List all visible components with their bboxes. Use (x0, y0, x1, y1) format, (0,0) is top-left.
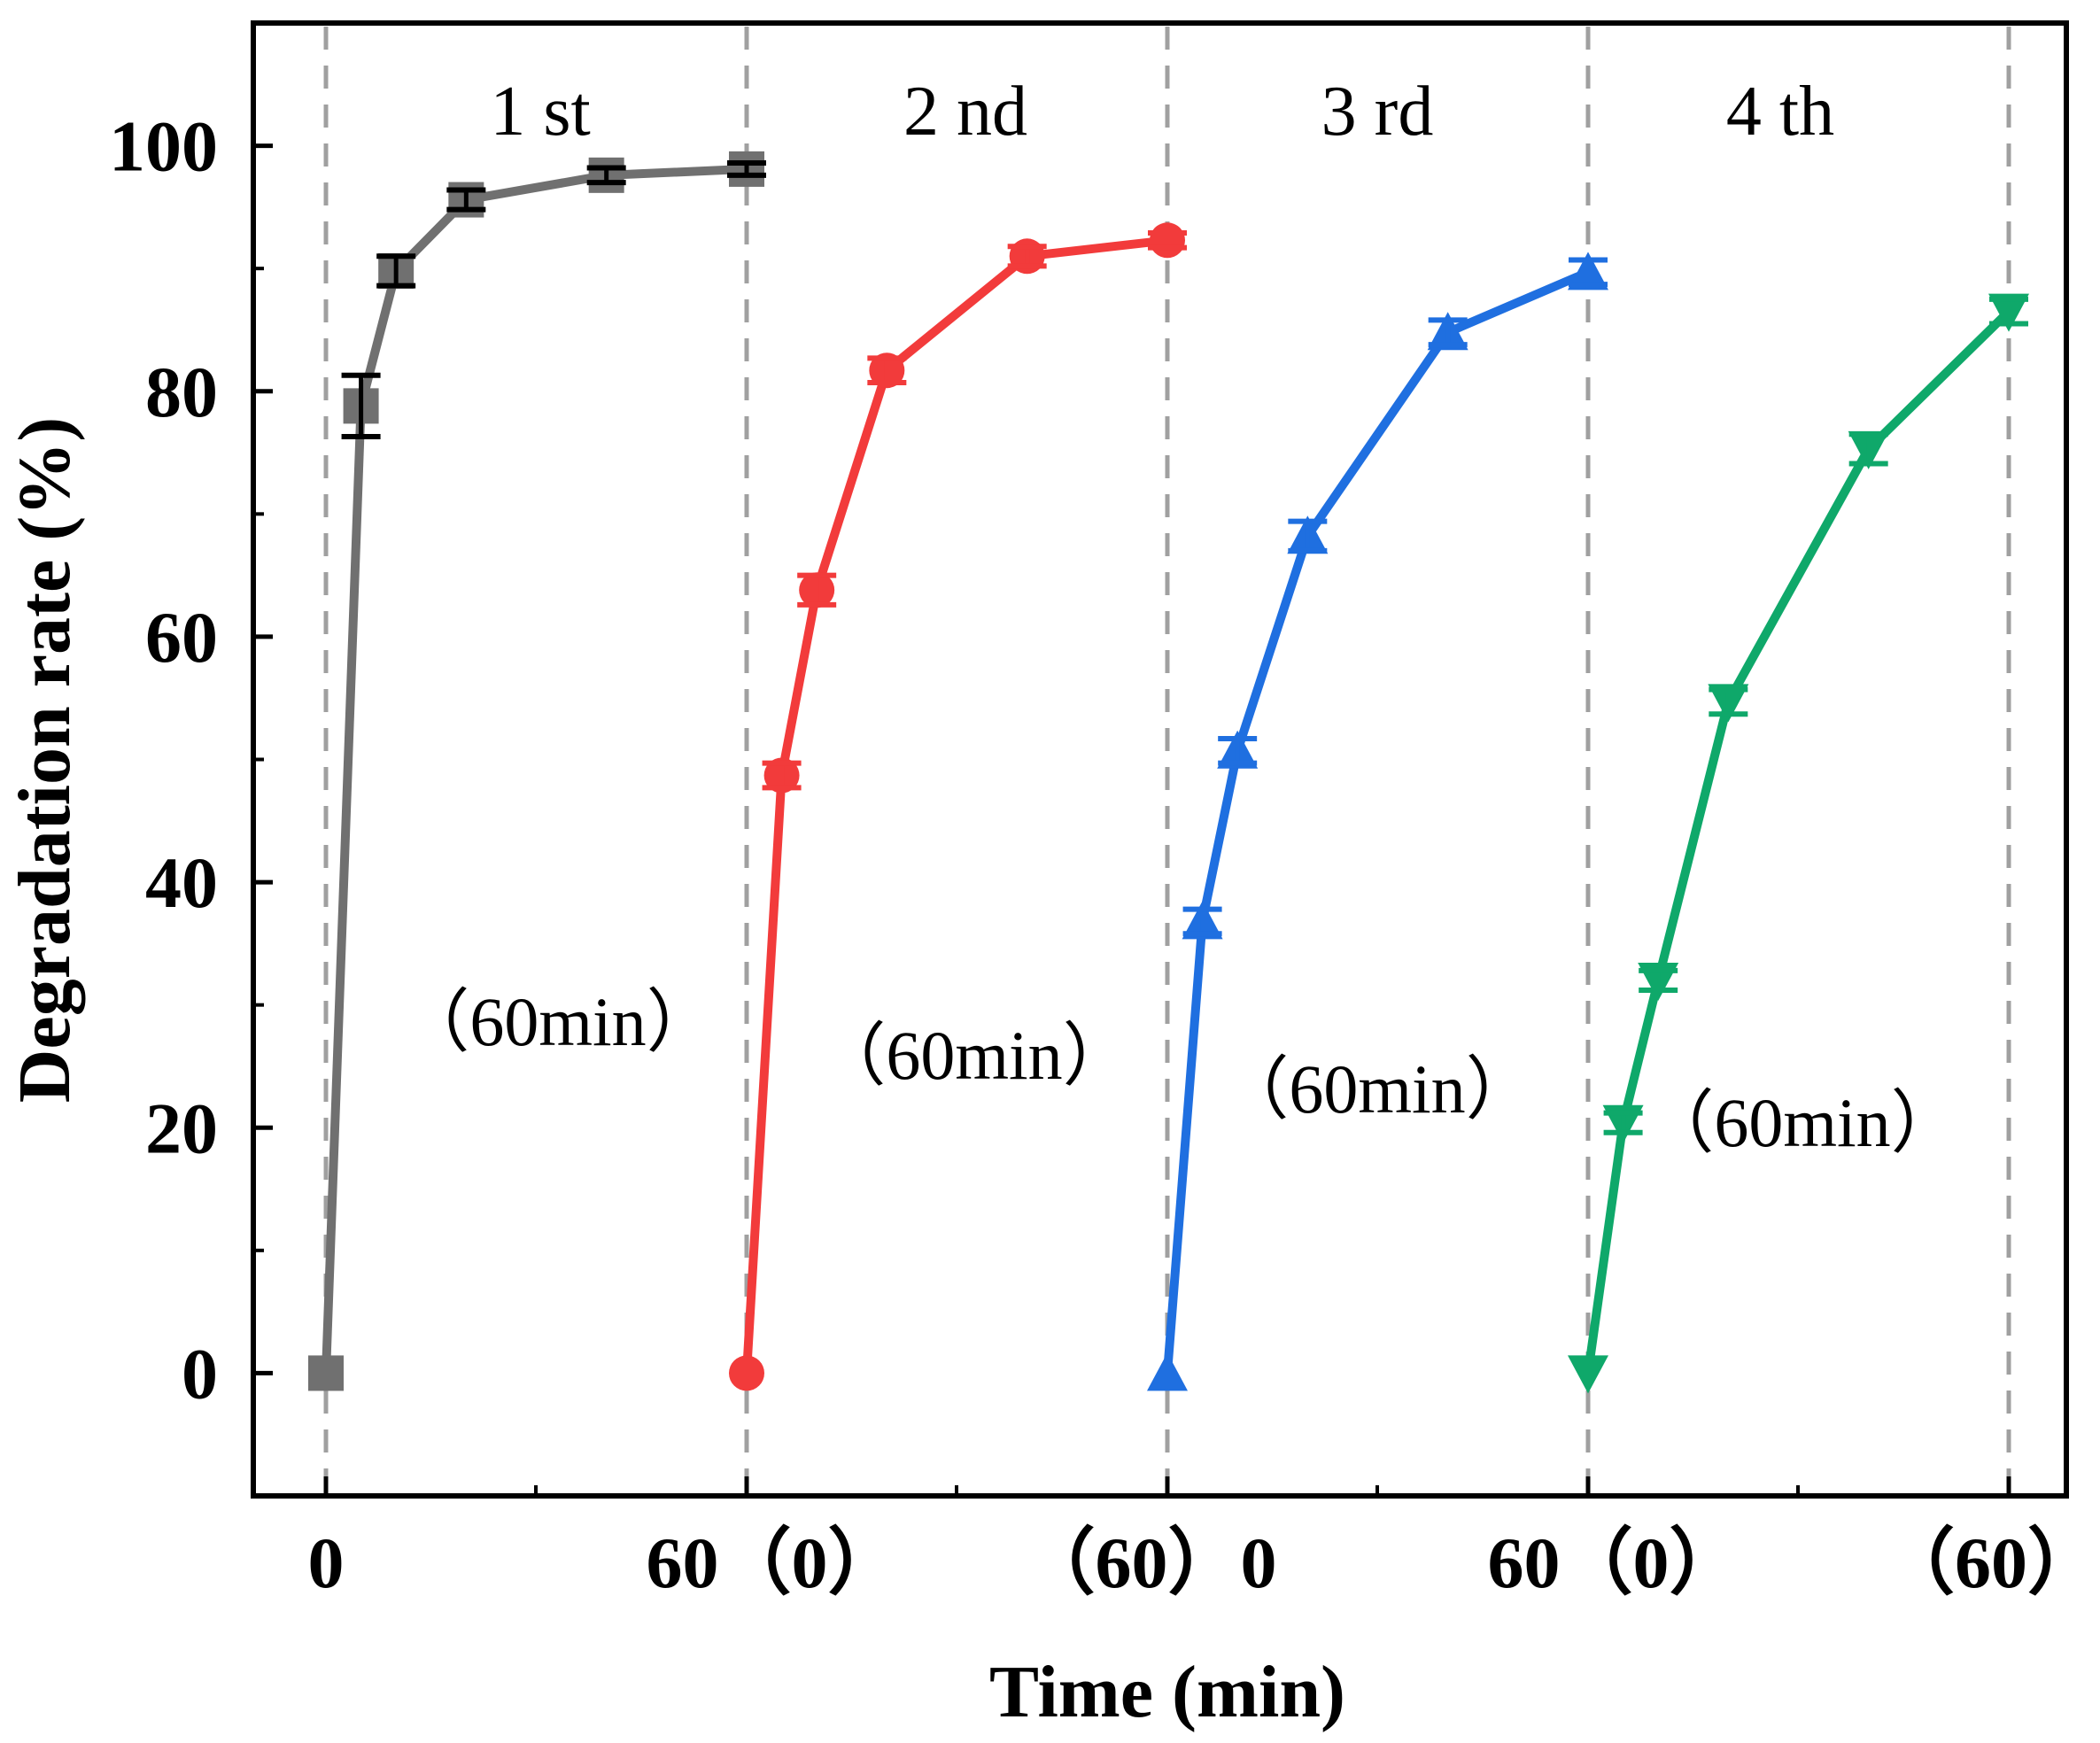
cycle-labels: 1 st 2 nd 3 rd 4 th (490, 73, 1834, 151)
data-point (1708, 684, 1749, 723)
data-point (376, 252, 416, 289)
duration-label-4: （60min） (1645, 1084, 1959, 1161)
series-line (1584, 306, 2013, 1378)
y-tick-label: 20 (145, 1088, 218, 1168)
x-tick-label: 60（0） (1487, 1522, 1741, 1603)
data-point (1147, 1352, 1188, 1391)
data-point (1568, 1355, 1608, 1394)
data-point (729, 1355, 764, 1391)
series-1 (308, 151, 766, 1391)
y-tick-label: 80 (145, 352, 218, 432)
x-tick-label: 0 (308, 1522, 345, 1603)
data-point-marker (729, 1355, 764, 1391)
duration-label-2: （60min） (817, 1017, 1131, 1094)
data-point (1848, 430, 1889, 469)
duration-label-1: （60min） (400, 983, 715, 1060)
data-point (1217, 730, 1259, 769)
y-tick-label: 0 (182, 1333, 218, 1414)
data-point (1287, 515, 1329, 554)
cycle-label-3: 3 rd (1321, 73, 1434, 151)
series-line (322, 164, 751, 1378)
cycle-label-1: 1 st (490, 73, 590, 151)
data-point (586, 157, 626, 193)
data-point (1638, 962, 1679, 1001)
y-axis: 0 20 40 60 80 100 (109, 106, 273, 1414)
series-line (742, 236, 1172, 1378)
cycle-label-4: 4 th (1726, 73, 1834, 151)
data-point (341, 372, 381, 440)
duration-label-3: （60min） (1220, 1050, 1534, 1127)
x-axis-title: Time (min) (989, 1651, 1345, 1733)
data-point (1568, 252, 1608, 290)
data-point (1148, 222, 1187, 259)
data-point (308, 1355, 344, 1391)
x-axis: 0 60（0） （60）0 60（0） （60） (308, 1476, 2100, 1603)
cycle-label-2: 2 nd (903, 73, 1027, 151)
data-point-marker (308, 1355, 344, 1391)
data-point (1602, 1104, 1644, 1143)
data-point (867, 352, 907, 389)
data-point (762, 757, 802, 794)
data-point (446, 182, 486, 218)
x-tick-label: （60）0 (1022, 1522, 1276, 1603)
y-axis-title: Degradation rate (%) (4, 417, 86, 1103)
data-point (1988, 293, 2029, 332)
data-point-marker (1147, 1352, 1188, 1391)
data-point-marker (1568, 1355, 1608, 1394)
series-3 (1147, 252, 1608, 1391)
data-point (1182, 901, 1223, 940)
x-tick-label: 60（0） (646, 1522, 900, 1603)
series-layer (308, 151, 2029, 1394)
data-point (797, 572, 837, 608)
y-tick-label: 100 (109, 106, 218, 187)
series-4 (1568, 293, 2029, 1394)
x-tick-label: （60） (1882, 1522, 2100, 1603)
data-point (1007, 238, 1047, 275)
y-tick-label: 60 (145, 597, 218, 678)
series-2 (729, 222, 1187, 1391)
data-point (1427, 312, 1468, 351)
y-tick-label: 40 (145, 842, 218, 923)
data-point (727, 151, 766, 187)
duration-labels: （60min） （60min） （60min） （60min） (400, 983, 1959, 1161)
series-line (1163, 267, 1592, 1378)
